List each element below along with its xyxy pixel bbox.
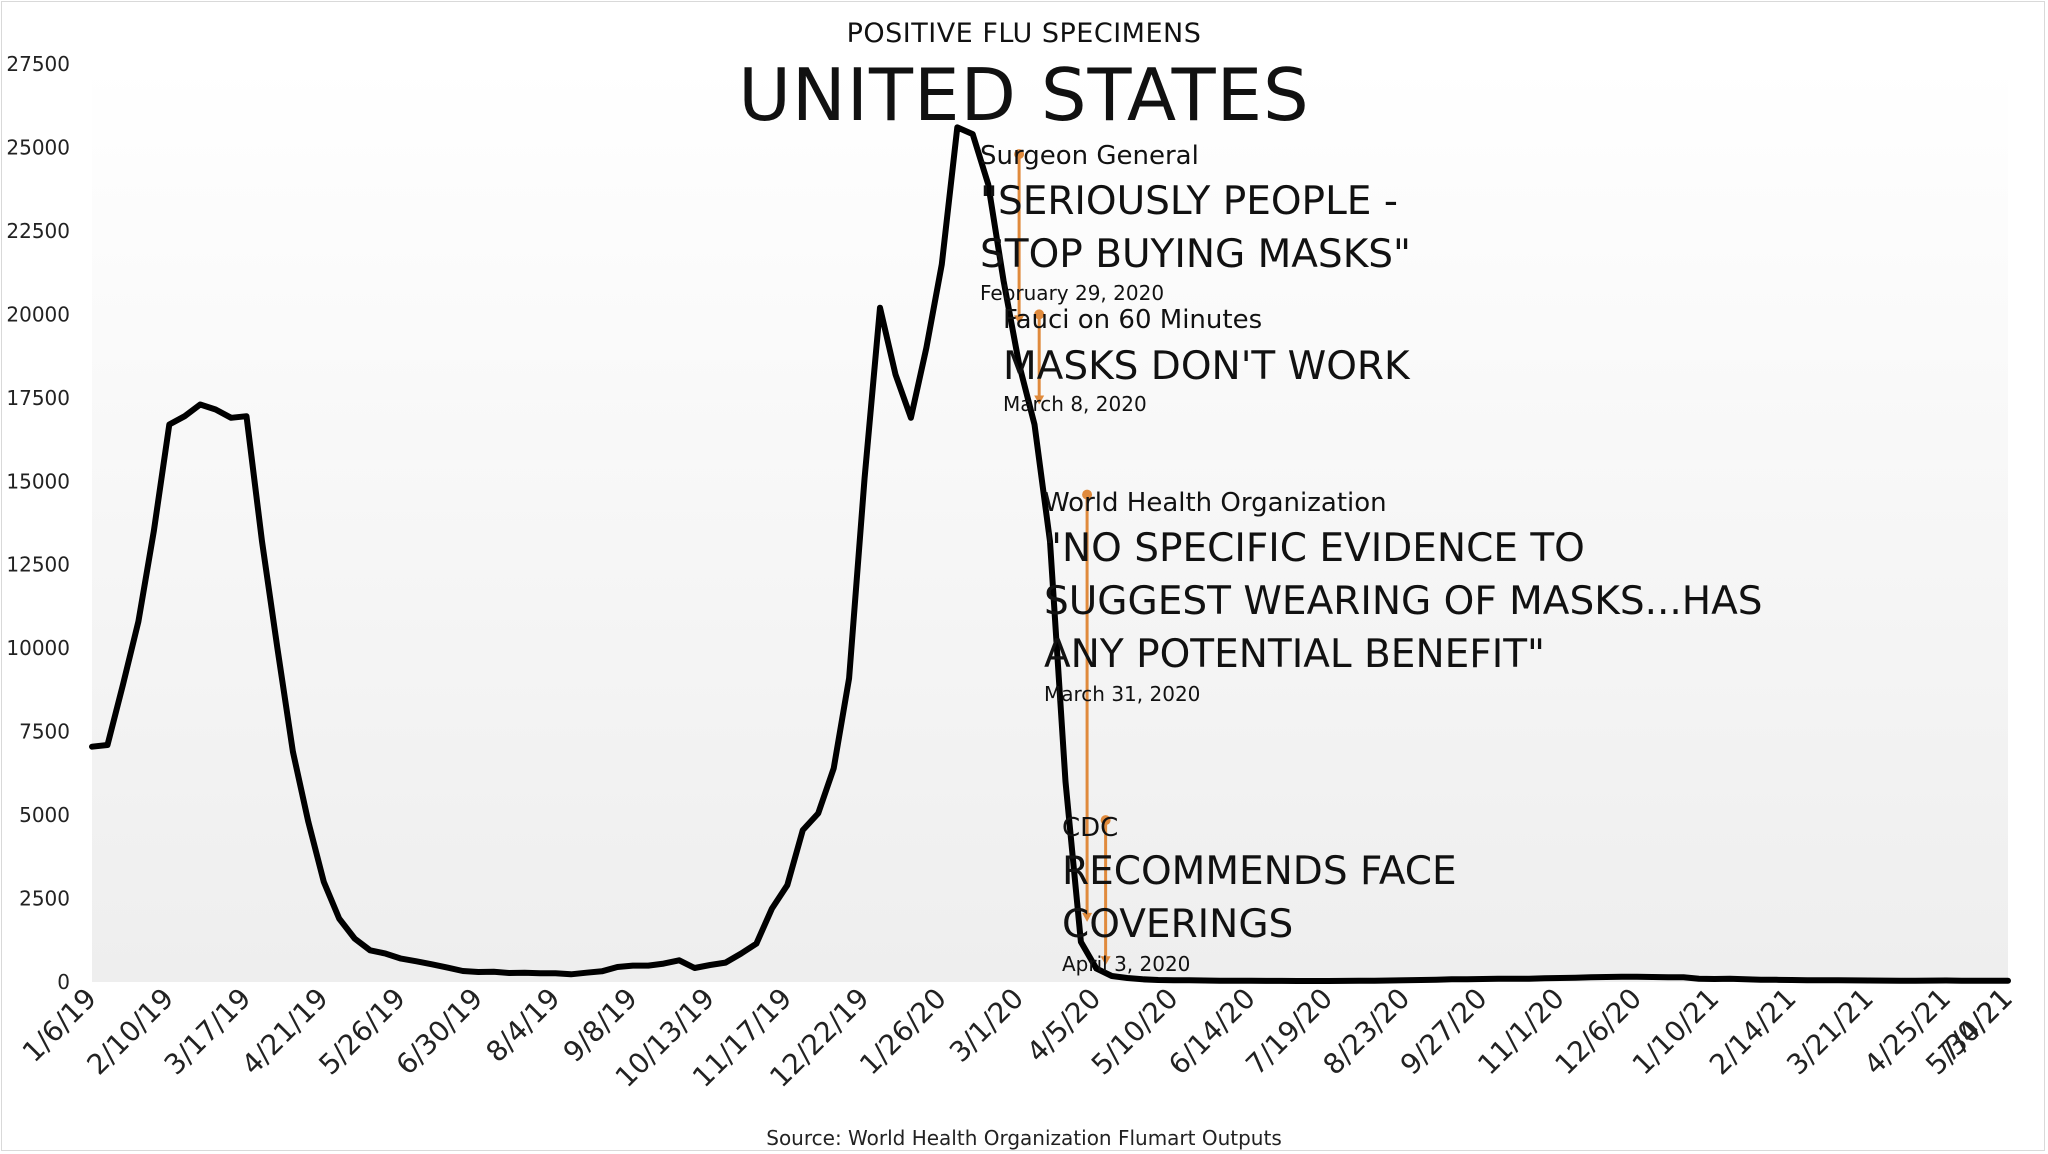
y-tick-label: 2500 <box>19 887 70 911</box>
x-tick-label: 1/26/20 <box>853 982 953 1082</box>
y-tick-label: 10000 <box>6 636 70 660</box>
y-tick-label: 25000 <box>6 135 70 159</box>
y-axis: 0 2500 5000 7500 10000 12500 15000 17500 20000 22… <box>6 52 70 994</box>
x-axis: 1/6/192/10/193/17/194/21/195/26/196/30/1… <box>16 982 2019 1094</box>
y-tick-label: 5000 <box>19 803 70 827</box>
annotation-quote-who-line1: "NO SPECIFIC EVIDENCE TO <box>1044 526 1585 571</box>
y-tick-label: 20000 <box>6 302 70 326</box>
annotation-date-cdc: April 3, 2020 <box>1062 952 1191 976</box>
chart-title: UNITED STATES <box>738 53 1310 137</box>
y-tick-label: 15000 <box>6 469 70 493</box>
annotation-quote-surgeon-general-line1: "SERIOUSLY PEOPLE - <box>980 179 1398 224</box>
x-tick-label: 3/1/20 <box>943 982 1030 1069</box>
chart-supertitle: POSITIVE FLU SPECIMENS <box>846 18 1202 49</box>
annotation-dot <box>1082 489 1093 500</box>
annotation-dot <box>1014 149 1025 160</box>
annotation-markers <box>1014 149 1111 966</box>
annotation-org-fauci: Fauci on 60 Minutes <box>1003 305 1263 335</box>
x-tick-label: 8/4/19 <box>479 982 566 1069</box>
annotation-arrowhead <box>1082 912 1093 922</box>
annotation-quote-fauci: MASKS DON'T WORK <box>1003 344 1410 389</box>
series-line <box>89 124 2011 984</box>
y-tick-label: 7500 <box>19 720 70 744</box>
y-tick-label: 27500 <box>6 52 70 76</box>
annotation-arrowhead <box>1034 395 1045 405</box>
annotation-arrowhead <box>1100 956 1111 966</box>
annotation-org-who: World Health Organization <box>1044 488 1387 518</box>
annotation-quote-who-line2: SUGGEST WEARING OF MASKS...HAS <box>1044 579 1763 624</box>
annotation-dot <box>1100 815 1111 826</box>
annotation-quote-cdc-line1: RECOMMENDS FACE <box>1062 849 1457 894</box>
annotation-date-who: March 31, 2020 <box>1044 682 1201 706</box>
annotation-quote-cdc-line2: COVERINGS <box>1062 902 1294 947</box>
x-tick-label: 6/30/19 <box>390 982 490 1082</box>
y-tick-label: 0 <box>57 970 70 994</box>
annotation-date-fauci: March 8, 2020 <box>1003 392 1147 416</box>
y-tick-label: 22500 <box>6 219 70 243</box>
chart-source: Source: World Health Organization Flumar… <box>766 1126 1282 1150</box>
y-tick-label: 17500 <box>6 386 70 410</box>
annotation-arrowhead <box>1014 315 1025 325</box>
annotation-quote-surgeon-general-line2: STOP BUYING MASKS" <box>980 232 1411 277</box>
annotation-dot <box>1034 309 1045 320</box>
annotation-quote-who-line3: ANY POTENTIAL BENEFIT" <box>1044 632 1545 677</box>
annotation-org-surgeon-general: Surgeon General <box>980 141 1199 171</box>
annotation-date-surgeon-general: February 29, 2020 <box>980 281 1165 305</box>
y-tick-label: 12500 <box>6 553 70 577</box>
annotation-org-cdc: CDC <box>1062 813 1119 843</box>
